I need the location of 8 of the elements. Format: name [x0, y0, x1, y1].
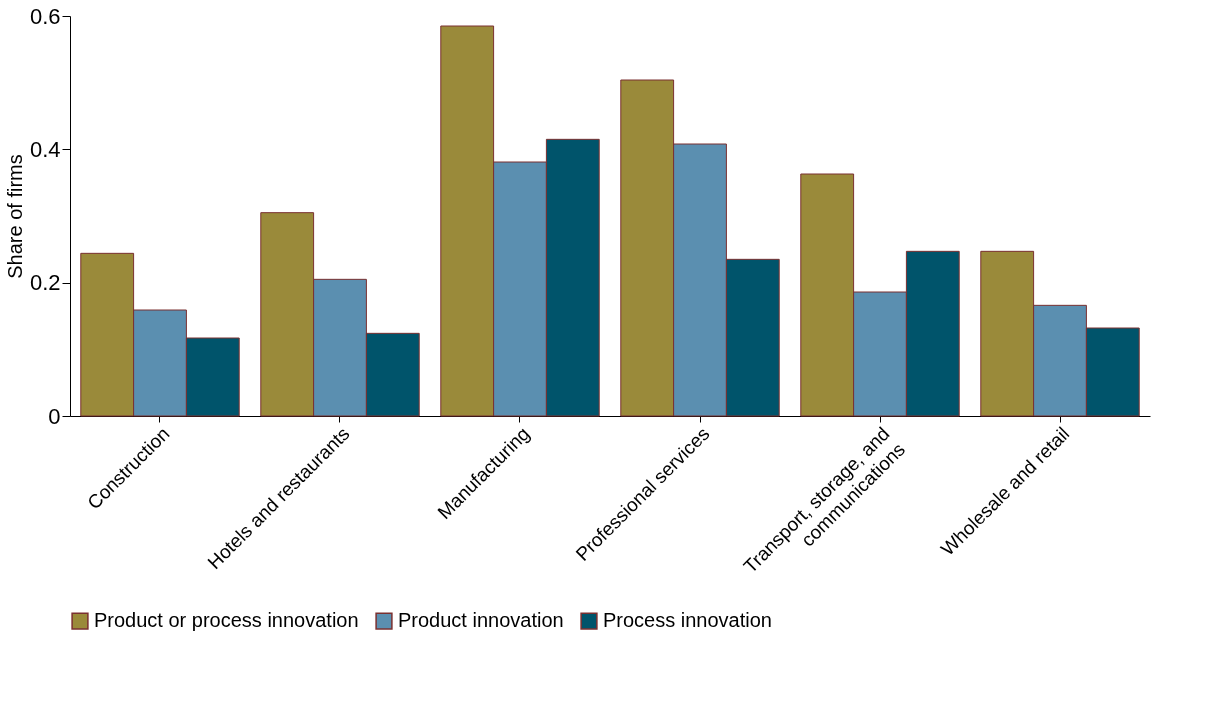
y-tick-label: 0.6: [29, 3, 61, 29]
legend-label: Product or process innovation: [94, 609, 359, 632]
y-tick-label: 0.2: [29, 270, 61, 296]
y-tick-label: 0.4: [29, 136, 61, 162]
legend-label: Process innovation: [603, 609, 772, 632]
legend-label: Product innovation: [398, 609, 564, 632]
y-axis-title: Share of firms: [3, 154, 26, 279]
y-tick-label: 0: [48, 403, 61, 429]
